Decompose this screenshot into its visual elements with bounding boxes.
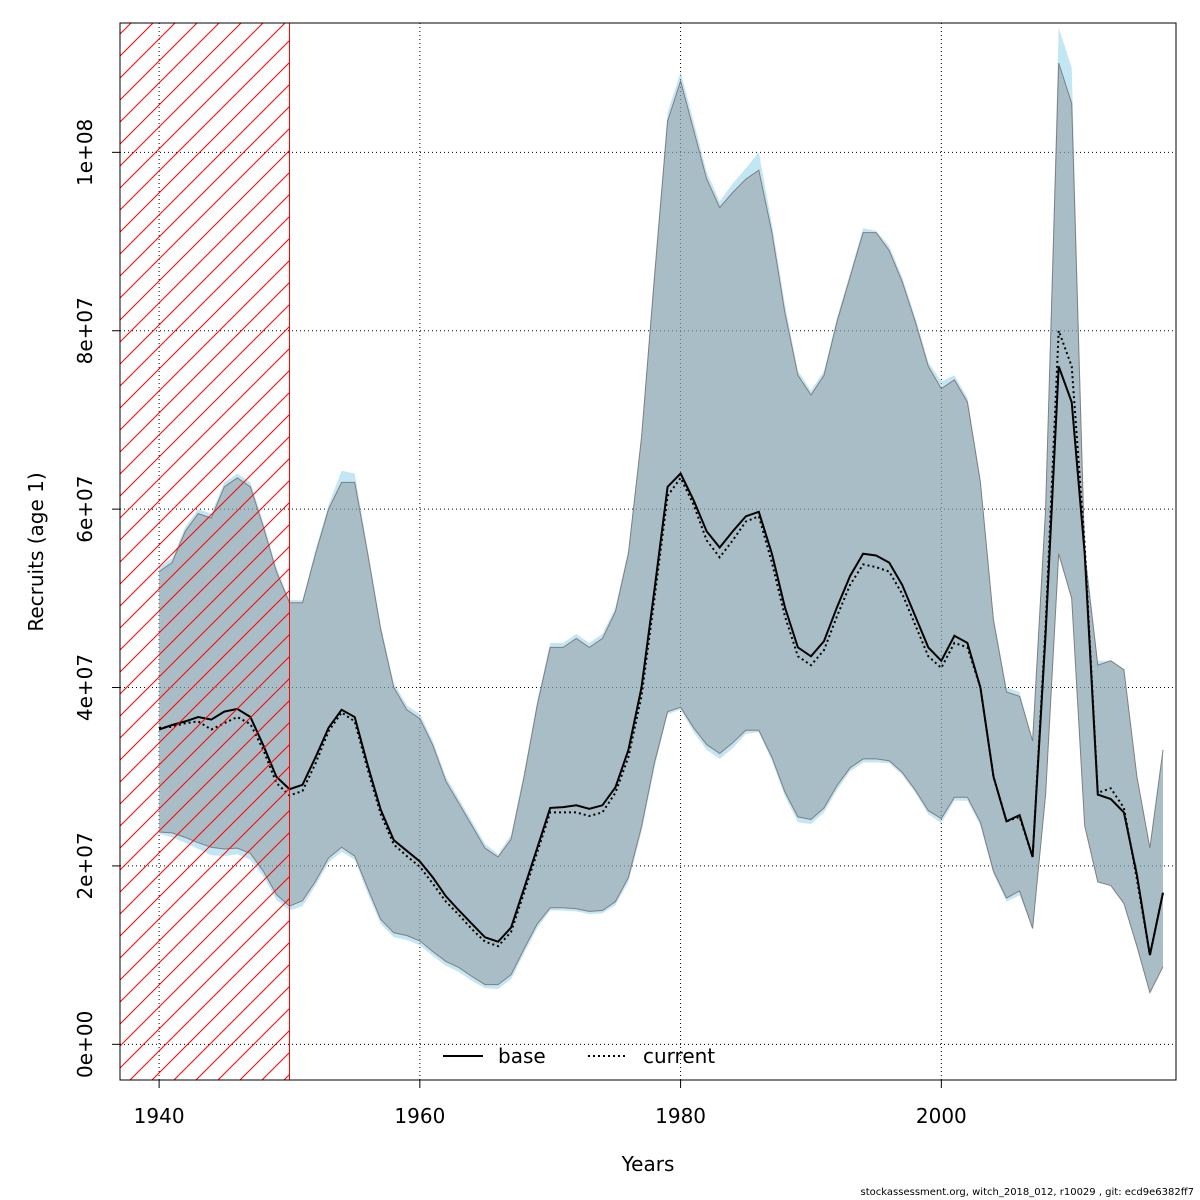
y-tick-label: 0e+00 [73, 1011, 97, 1078]
footer-credit: stockassessment.org, witch_2018_012, r10… [860, 1187, 1194, 1198]
y-tick-label: 6e+07 [73, 476, 97, 543]
y-tick-label: 8e+07 [73, 297, 97, 364]
plot-frame [119, 22, 1177, 1081]
y-tick-label: 4e+07 [73, 654, 97, 721]
y-tick-label: 2e+07 [73, 832, 97, 899]
hatched-period [120, 23, 290, 1080]
y-tick-label: 1e+08 [73, 119, 97, 186]
legend: base current [443, 1044, 715, 1068]
base-confidence-band [159, 63, 1164, 993]
legend-base-label: base [498, 1044, 546, 1068]
base-band-upper-edge [158, 62, 1164, 858]
base-band-lower-edge [159, 553, 1164, 994]
x-tick-label: 2000 [916, 1104, 967, 1128]
y-axis: 0e+00 2e+07 4e+07 6e+07 8e+07 1e+08 [73, 119, 120, 1078]
legend-current-label: current [643, 1044, 715, 1068]
x-axis-title: Years [621, 1152, 675, 1176]
x-tick-label: 1960 [394, 1104, 445, 1128]
current-series-line [159, 330, 1164, 956]
x-tick-label: 1940 [134, 1104, 185, 1128]
x-axis: 1940 1960 1980 2000 [134, 1080, 967, 1128]
current-confidence-band [159, 27, 1164, 993]
x-tick-label: 1980 [655, 1104, 706, 1128]
y-axis-title: Recruits (age 1) [24, 472, 48, 631]
